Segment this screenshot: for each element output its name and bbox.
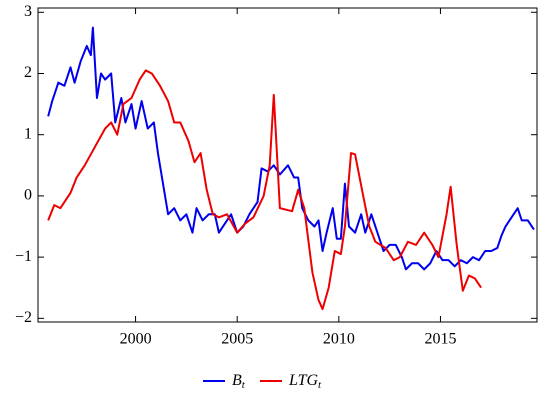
y-tick-label: 1: [24, 125, 32, 142]
legend-subscript: t: [318, 379, 322, 391]
legend-label: LTGt: [288, 372, 322, 391]
legend-label: Bt: [232, 372, 246, 391]
y-tick-label: 0: [24, 187, 32, 204]
x-tick-label: 2010: [323, 331, 355, 348]
legend-subscript: t: [242, 379, 246, 391]
x-tick-label: 2015: [424, 331, 456, 348]
legend-name: LTG: [288, 372, 318, 389]
legend-name: B: [232, 372, 242, 389]
x-tick-label: 2000: [120, 331, 152, 348]
series-line: [47, 26, 535, 271]
x-tick-label: 2005: [221, 331, 253, 348]
series-line: [47, 69, 482, 311]
y-tick-label: 3: [24, 3, 32, 20]
y-tick-label: −2: [15, 309, 32, 326]
plot-frame: [37, 7, 538, 323]
legend-item: Bt: [203, 372, 246, 391]
y-tick-label: −1: [15, 248, 32, 265]
legend-item: LTGt: [260, 372, 322, 391]
y-tick-label: 2: [24, 64, 32, 81]
